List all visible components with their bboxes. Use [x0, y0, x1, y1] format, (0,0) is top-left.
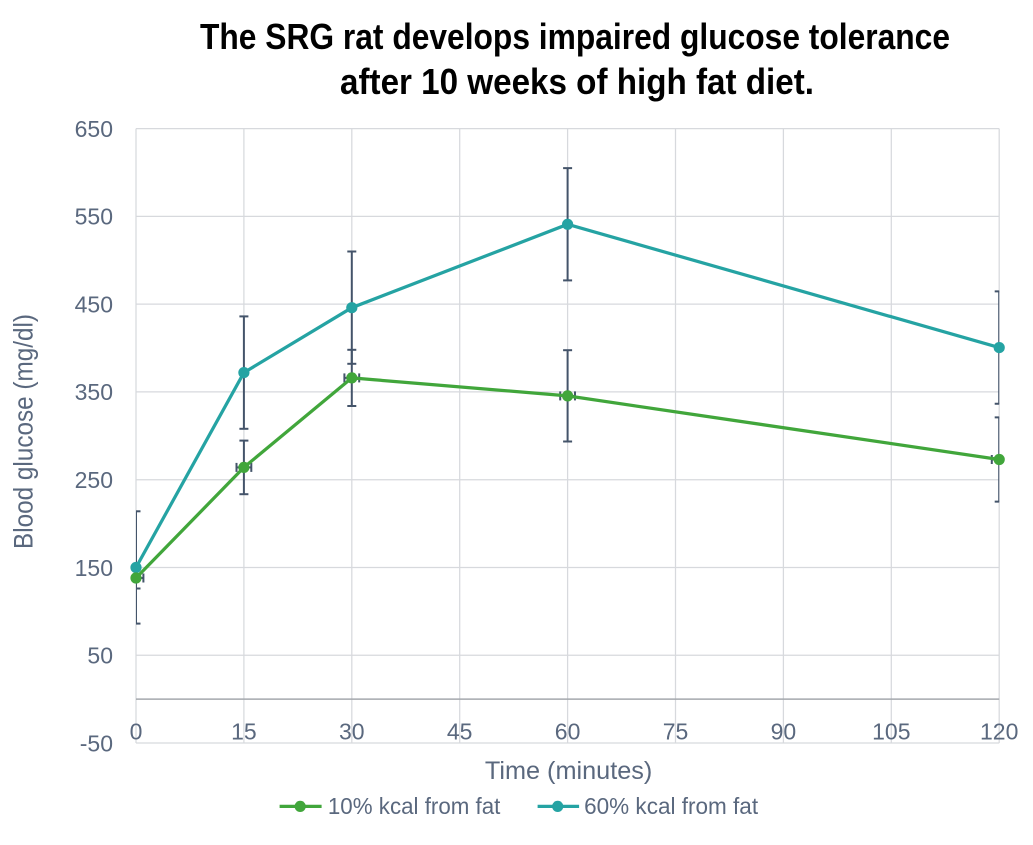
svg-text:150: 150	[75, 555, 113, 581]
svg-text:350: 350	[75, 379, 113, 405]
svg-text:450: 450	[75, 291, 113, 317]
svg-text:0: 0	[130, 719, 143, 745]
svg-text:The SRG rat develops impaired: The SRG rat develops impaired glucose to…	[200, 16, 950, 57]
svg-text:Blood glucose (mg/dl): Blood glucose (mg/dl)	[9, 314, 39, 549]
svg-text:120: 120	[980, 719, 1018, 745]
svg-text:45: 45	[447, 719, 473, 745]
svg-text:250: 250	[75, 467, 113, 493]
svg-text:-50: -50	[80, 730, 113, 756]
svg-text:60% kcal from fat: 60% kcal from fat	[584, 793, 759, 819]
svg-text:105: 105	[872, 719, 910, 745]
svg-text:550: 550	[75, 204, 113, 230]
svg-text:75: 75	[663, 719, 689, 745]
svg-text:15: 15	[231, 719, 257, 745]
svg-text:30: 30	[339, 719, 365, 745]
svg-text:Time (minutes): Time (minutes)	[485, 757, 653, 785]
svg-text:50: 50	[87, 643, 113, 669]
svg-text:after 10 weeks of high fat die: after 10 weeks of high fat diet.	[340, 61, 814, 102]
svg-text:10% kcal from fat: 10% kcal from fat	[328, 793, 501, 819]
svg-text:650: 650	[75, 116, 113, 142]
svg-text:60: 60	[555, 719, 581, 745]
svg-text:90: 90	[771, 719, 797, 745]
